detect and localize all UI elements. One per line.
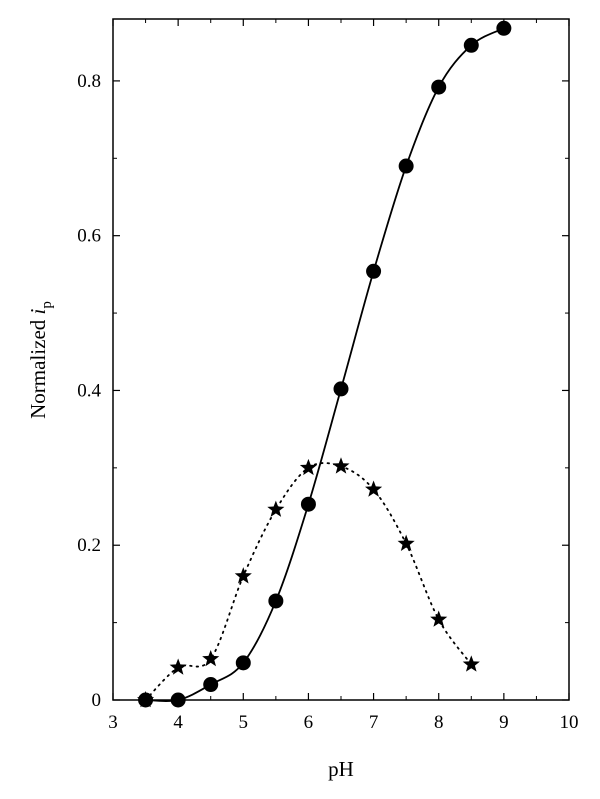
star-point	[267, 500, 285, 517]
circle-point	[300, 496, 316, 512]
y-axis-label-italic: i	[26, 308, 50, 314]
star-point	[234, 567, 252, 584]
circle-point	[398, 158, 414, 174]
star-point	[397, 534, 415, 551]
y-axis-label-main: Normalized	[26, 314, 50, 418]
circle-point	[235, 655, 251, 671]
series-lines	[144, 27, 505, 703]
circle-point	[203, 677, 219, 693]
circle-point	[496, 20, 512, 36]
circle-point	[170, 692, 186, 708]
y-axis-label: Normalized ip	[26, 301, 55, 419]
circle-point	[366, 263, 382, 279]
x-tick-label: 7	[369, 712, 379, 733]
y-tick-label: 0.6	[77, 226, 101, 247]
star-point	[169, 658, 187, 675]
tick-labels: 3 4 5 6 7 8 9 10 0 0.2 0.4 0.6 0.8	[77, 71, 578, 733]
star-point	[332, 457, 350, 474]
markers	[137, 20, 512, 708]
ticks	[112, 19, 570, 701]
y-tick-label: 0	[92, 690, 102, 711]
star-point	[299, 458, 317, 476]
x-tick-label: 10	[560, 712, 579, 733]
x-tick-label: 4	[173, 712, 183, 733]
circle-point	[333, 381, 349, 397]
circle-point	[463, 37, 479, 53]
x-tick-label: 6	[304, 712, 314, 733]
circle-point	[431, 79, 447, 95]
x-tick-label: 8	[434, 712, 444, 733]
y-tick-label: 0.2	[77, 535, 101, 556]
y-tick-label: 0.4	[77, 380, 101, 401]
plot-frame	[112, 18, 570, 701]
x-tick-label: 5	[239, 712, 249, 733]
x-tick-label: 9	[499, 712, 509, 733]
y-tick-label: 0.8	[77, 71, 101, 92]
star-point	[137, 691, 155, 708]
star-point	[202, 649, 220, 667]
circle-point	[268, 593, 284, 609]
y-axis-label-sub: p	[39, 301, 55, 309]
x-axis-label: pH	[328, 757, 354, 781]
series-circle-line	[145, 27, 505, 703]
star-point	[430, 610, 448, 627]
x-tick-label: 3	[108, 712, 118, 733]
star-point	[462, 655, 480, 672]
star-point	[365, 480, 383, 497]
